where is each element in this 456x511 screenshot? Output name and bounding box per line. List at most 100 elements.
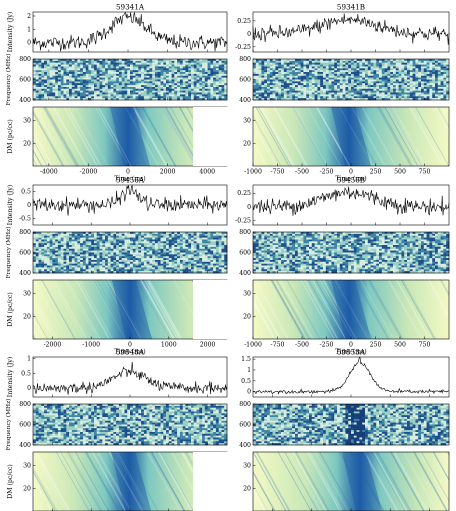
waterfall-cell: [289, 90, 293, 93]
waterfall-cell: [320, 79, 324, 82]
waterfall-cell: [102, 66, 106, 69]
waterfall-cell: [387, 90, 391, 93]
waterfall-cell: [105, 88, 109, 91]
waterfall-cell: [401, 87, 405, 90]
waterfall-cell: [96, 70, 100, 73]
waterfall-cell: [138, 98, 142, 101]
waterfall-cell: [362, 88, 366, 91]
waterfall-cell: [210, 243, 214, 246]
waterfall-cell: [342, 96, 346, 99]
waterfall-cell: [199, 64, 203, 67]
waterfall-cell: [138, 70, 142, 73]
waterfall-cell: [113, 271, 117, 274]
waterfall-cell: [224, 68, 228, 71]
waterfall-cell: [44, 75, 48, 78]
waterfall-cell: [264, 233, 268, 237]
waterfall-cell: [171, 79, 175, 82]
waterfall-cell: [432, 90, 436, 93]
waterfall-cell: [356, 59, 360, 62]
waterfall-cell: [52, 245, 56, 248]
waterfall-cell: [258, 87, 262, 90]
waterfall-cell: [71, 83, 75, 86]
waterfall-cell: [160, 254, 164, 257]
waterfall-cell: [345, 232, 349, 235]
waterfall-cell: [46, 87, 50, 90]
waterfall-cell: [88, 75, 92, 78]
waterfall-cell: [94, 92, 98, 95]
waterfall-cell: [141, 254, 145, 257]
waterfall-cell: [116, 92, 120, 95]
waterfall-cell: [107, 250, 111, 253]
waterfall-cell: [110, 87, 114, 90]
waterfall-cell: [171, 267, 175, 270]
waterfall-cell: [215, 87, 219, 90]
waterfall-cell: [429, 66, 433, 69]
waterfall-cell: [255, 64, 259, 67]
waterfall-cell: [105, 235, 109, 238]
waterfall-cell: [38, 94, 42, 97]
waterfall-cell: [63, 77, 67, 80]
waterfall-cell: [179, 87, 183, 90]
waterfall-cell: [163, 250, 167, 253]
waterfall-cell: [351, 66, 355, 69]
waterfall-cell: [218, 246, 222, 250]
waterfall-cell: [179, 263, 183, 266]
waterfall-cell: [46, 64, 50, 67]
waterfall-cell: [261, 77, 265, 80]
waterfall-cell: [182, 83, 186, 86]
waterfall-cell: [143, 245, 147, 248]
waterfall-cell: [283, 98, 287, 101]
waterfall-cell: [421, 87, 425, 90]
waterfall-cell: [300, 73, 304, 77]
waterfall-cell: [35, 269, 39, 272]
waterfall-cell: [38, 269, 42, 272]
waterfall-cell: [71, 265, 75, 268]
waterfall-cell: [177, 258, 181, 261]
waterfall-cell: [132, 250, 136, 253]
waterfall-cell: [409, 64, 413, 67]
waterfall-cell: [306, 70, 310, 73]
waterfall-cell: [44, 98, 48, 101]
waterfall-cell: [314, 75, 318, 78]
waterfall-cell: [275, 88, 279, 91]
waterfall-cell: [202, 267, 206, 270]
waterfall-cell: [132, 245, 136, 248]
waterfall-cell: [80, 81, 84, 84]
waterfall-cell: [390, 92, 394, 95]
waterfall-cell: [110, 72, 114, 75]
waterfall-cell: [199, 246, 203, 250]
waterfall-cell: [421, 66, 425, 69]
waterfall-cell: [41, 233, 45, 237]
waterfall-cell: [60, 88, 64, 91]
waterfall-cell: [132, 88, 136, 91]
waterfall-cell: [426, 62, 430, 65]
waterfall-cell: [446, 73, 450, 77]
waterfall-cell: [116, 260, 120, 263]
waterfall-cell: [82, 256, 86, 259]
waterfall-cell: [130, 77, 134, 80]
waterfall-cell: [443, 98, 447, 101]
waterfall-cell: [57, 233, 61, 237]
waterfall-cell: [278, 81, 282, 84]
waterfall-cell: [193, 90, 197, 93]
waterfall-cell: [188, 81, 192, 84]
waterfall-cell: [141, 62, 145, 65]
waterfall-cell: [174, 94, 178, 97]
intensity-axes-frame: [252, 184, 450, 226]
waterfall-cell: [440, 64, 444, 67]
waterfall-cell: [264, 96, 268, 99]
waterfall-cell: [116, 98, 120, 101]
waterfall-cell: [440, 62, 444, 65]
waterfall-cell: [261, 68, 265, 71]
waterfall-cell: [33, 92, 37, 95]
waterfall-cell: [168, 250, 172, 253]
waterfall-cell: [177, 75, 181, 78]
waterfall-cell: [409, 77, 413, 80]
waterfall-cell: [278, 77, 282, 80]
waterfall-cell: [177, 261, 181, 264]
dm-streak: [53, 279, 88, 340]
waterfall-cell: [91, 90, 95, 93]
waterfall-cell: [275, 79, 279, 82]
waterfall-cell: [292, 75, 296, 78]
waterfall-cell: [113, 267, 117, 270]
